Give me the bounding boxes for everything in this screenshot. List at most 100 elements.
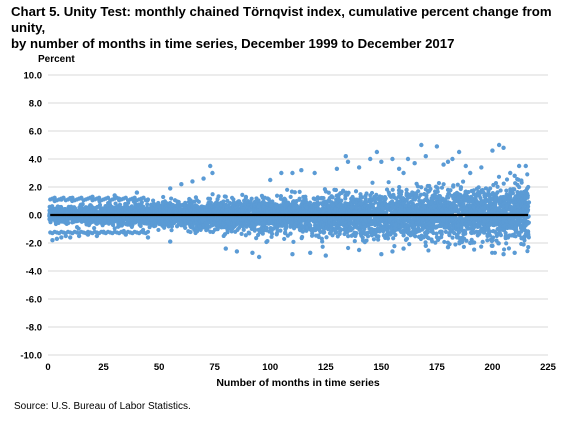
data-point bbox=[56, 220, 61, 226]
data-point bbox=[265, 196, 270, 201]
data-point bbox=[65, 219, 70, 224]
data-point bbox=[151, 198, 156, 203]
data-point bbox=[442, 239, 447, 245]
data-point bbox=[429, 237, 434, 242]
data-point bbox=[326, 190, 331, 195]
data-point bbox=[329, 194, 334, 199]
data-point bbox=[365, 234, 371, 239]
data-point bbox=[401, 233, 406, 238]
data-point bbox=[399, 189, 404, 194]
data-point bbox=[241, 227, 246, 232]
data-point bbox=[282, 236, 287, 242]
data-point bbox=[392, 243, 397, 249]
data-point bbox=[183, 225, 188, 230]
data-point bbox=[346, 245, 351, 251]
data-point bbox=[472, 247, 477, 252]
data-point bbox=[169, 228, 174, 233]
data-point bbox=[260, 231, 265, 236]
data-point bbox=[472, 240, 477, 245]
data-point bbox=[196, 199, 201, 204]
data-point bbox=[93, 205, 99, 211]
data-point bbox=[433, 189, 439, 195]
data-point bbox=[210, 192, 215, 197]
data-point bbox=[141, 204, 146, 209]
data-point bbox=[419, 185, 424, 190]
data-point bbox=[425, 230, 430, 235]
data-point bbox=[320, 244, 325, 249]
data-point bbox=[352, 239, 357, 244]
data-point bbox=[309, 233, 315, 238]
data-point bbox=[139, 200, 144, 205]
data-point bbox=[169, 196, 174, 201]
data-point bbox=[467, 220, 472, 225]
data-points bbox=[47, 142, 532, 260]
data-point bbox=[407, 242, 412, 247]
data-point bbox=[321, 230, 326, 235]
data-point bbox=[461, 202, 466, 207]
data-point bbox=[463, 231, 468, 236]
data-point bbox=[320, 239, 325, 244]
data-point bbox=[249, 196, 254, 201]
data-point bbox=[349, 233, 354, 238]
data-point bbox=[436, 181, 442, 186]
data-point bbox=[112, 226, 117, 231]
data-point bbox=[129, 224, 134, 230]
data-point bbox=[461, 244, 466, 250]
data-point bbox=[364, 238, 369, 243]
data-point bbox=[453, 242, 458, 247]
chart-title-line-2: by number of months in time series, Dece… bbox=[11, 36, 455, 51]
data-point bbox=[412, 197, 418, 202]
data-point bbox=[92, 226, 97, 231]
data-point bbox=[239, 231, 244, 237]
chart-title: Chart 5. Unity Test: monthly chained Tör… bbox=[11, 4, 571, 52]
data-point bbox=[387, 193, 393, 198]
data-point bbox=[76, 226, 81, 231]
data-point bbox=[386, 180, 391, 185]
data-point bbox=[321, 195, 326, 201]
data-point bbox=[207, 196, 213, 201]
data-point bbox=[448, 188, 453, 193]
data-point bbox=[265, 238, 270, 244]
data-point bbox=[363, 193, 368, 198]
data-point bbox=[278, 228, 283, 233]
data-point bbox=[460, 179, 466, 184]
data-point bbox=[252, 228, 257, 233]
data-point bbox=[343, 196, 348, 201]
data-point bbox=[426, 248, 431, 253]
data-point bbox=[433, 184, 439, 189]
data-point bbox=[221, 199, 226, 204]
data-point bbox=[458, 186, 463, 192]
data-point bbox=[145, 202, 150, 207]
data-point bbox=[385, 236, 391, 241]
data-point bbox=[274, 193, 280, 198]
data-point bbox=[427, 183, 432, 189]
data-point bbox=[243, 194, 249, 199]
data-point bbox=[285, 187, 290, 192]
data-point bbox=[446, 191, 451, 197]
data-point bbox=[216, 194, 221, 199]
data-point bbox=[256, 198, 261, 203]
data-point bbox=[446, 195, 451, 200]
data-point bbox=[116, 224, 121, 229]
data-point bbox=[354, 230, 359, 236]
data-point bbox=[247, 231, 252, 236]
data-point bbox=[80, 202, 85, 207]
data-point bbox=[264, 225, 269, 231]
data-point bbox=[413, 230, 419, 235]
data-point bbox=[136, 218, 141, 224]
data-point bbox=[360, 225, 365, 230]
data-point bbox=[439, 232, 444, 237]
data-point bbox=[420, 226, 425, 232]
data-point bbox=[283, 223, 288, 228]
y-axis-label: Percent bbox=[38, 54, 75, 65]
data-point bbox=[339, 198, 344, 203]
data-point bbox=[322, 187, 328, 192]
data-point bbox=[297, 189, 302, 194]
data-point bbox=[397, 185, 402, 190]
data-point bbox=[358, 195, 363, 200]
data-point bbox=[188, 229, 193, 235]
data-point bbox=[156, 227, 161, 233]
data-point bbox=[384, 187, 390, 192]
data-point bbox=[353, 189, 359, 194]
data-point bbox=[416, 189, 421, 194]
